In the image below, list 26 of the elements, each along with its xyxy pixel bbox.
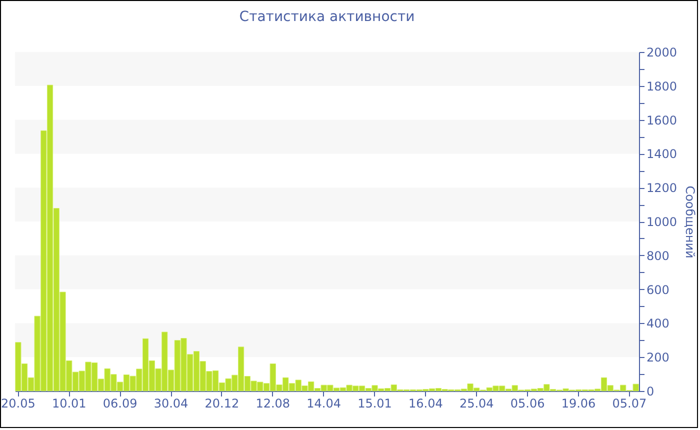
y-axis-title: Сообщений <box>683 186 698 258</box>
x-tick-label: 05.07 <box>612 396 647 410</box>
x-tick-label: 19.06 <box>561 396 596 410</box>
x-tick-label: 05.06 <box>510 396 545 410</box>
y-tick-label: 1400 <box>646 147 678 162</box>
x-tick-label: 10.01 <box>52 396 86 410</box>
x-tick-label: 25.04 <box>459 396 494 410</box>
y-tick-label: 400 <box>646 316 670 331</box>
y-tick-label: 1200 <box>646 181 678 196</box>
y-tick-label: 1600 <box>646 113 678 128</box>
x-tick-label: 15.01 <box>358 396 392 410</box>
x-tick-label: 12.08 <box>256 396 290 410</box>
y-tick-label: 200 <box>646 350 670 365</box>
x-tick-label: 20.12 <box>204 396 240 410</box>
chart-title: Статистика активности <box>239 9 415 25</box>
x-tick-label: 06.09 <box>102 396 138 410</box>
y-tick-label: 1800 <box>646 79 678 94</box>
x-tick-label: 16.04 <box>408 396 443 410</box>
y-tick-label: 0 <box>646 384 654 398</box>
x-tick-label: 14.04 <box>306 396 341 410</box>
x-tick-label: 20.05 <box>1 396 36 410</box>
y-tick-label: 1000 <box>646 215 678 229</box>
y-tick-label: 2000 <box>646 46 678 60</box>
y-tick-label: 600 <box>646 282 670 297</box>
y-tick-label: 800 <box>646 248 670 263</box>
x-tick-label: 30.04 <box>154 396 188 410</box>
